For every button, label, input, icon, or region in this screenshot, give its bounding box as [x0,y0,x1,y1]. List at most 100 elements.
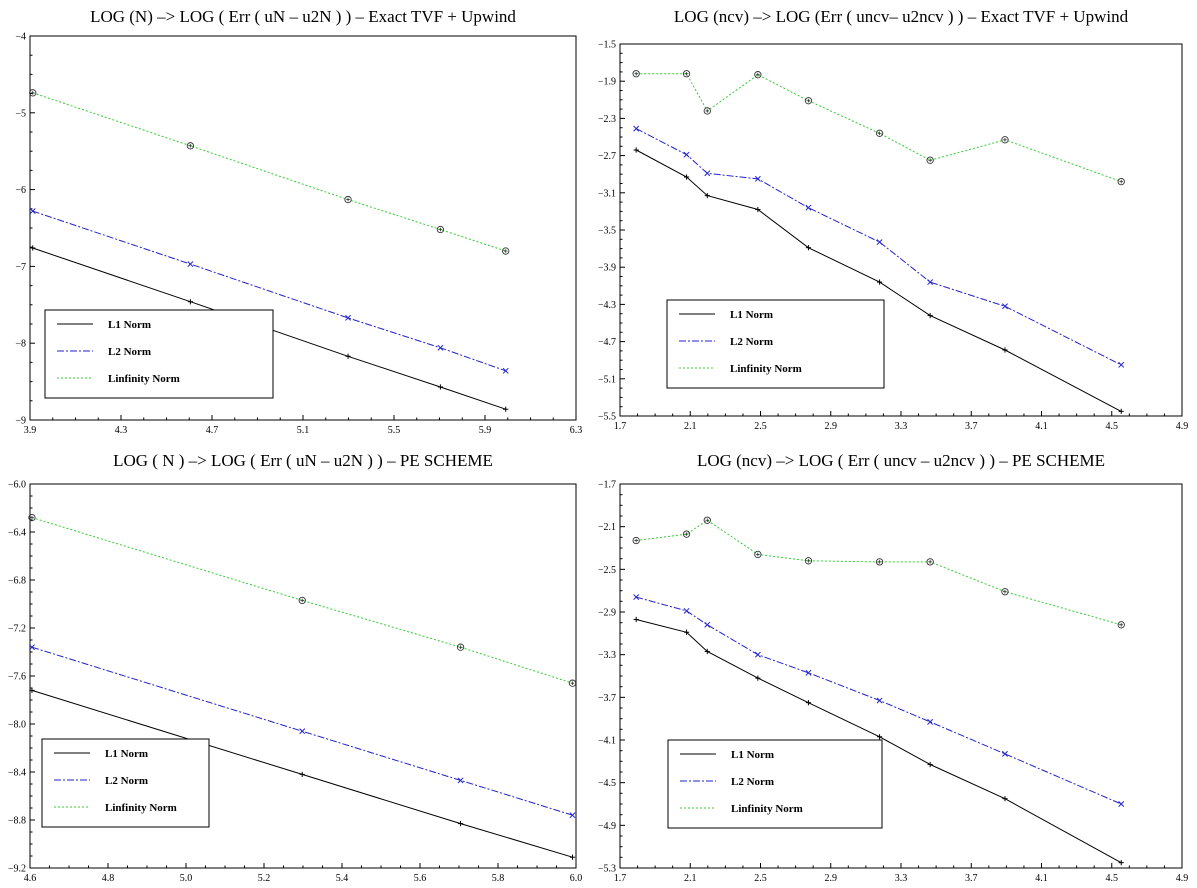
x-tick-label: 4.7 [206,425,219,436]
chart-title: LOG (ncv) –> LOG ( Err ( uncv – u2ncv ) … [697,451,1105,470]
data-point [632,536,640,545]
data-point [1002,750,1008,757]
data-point [682,70,691,78]
y-tick-label: −2.7 [598,151,616,162]
y-tick-label: −1.5 [598,40,616,51]
x-tick-label: 4.5 [1106,421,1119,432]
data-point [633,147,639,153]
data-point [875,558,884,566]
x-tick-label: 3.3 [895,421,908,432]
data-point [926,156,934,164]
data-point [703,516,711,524]
y-tick-label: −2.3 [598,114,616,125]
data-point [804,97,813,105]
x-tick-label: 5.5 [388,425,401,436]
data-point [1118,408,1124,414]
x-tick-label: 5.8 [492,873,505,884]
legend-label: L2 Norm [730,336,773,348]
x-tick-label: 2.9 [825,873,838,884]
legend: L1 Norm L2 Norm Linfinity Norm [666,299,885,389]
x-tick-label: 4.9 [1176,421,1189,432]
data-point [876,279,883,285]
data-point [704,621,711,628]
x-tick-label: 4.8 [102,873,115,884]
data-point [633,594,640,601]
x-tick-label: 4.5 [1106,873,1119,884]
series-line-3 [32,92,506,252]
legend-box [666,299,885,389]
y-tick-label: −1.9 [598,77,616,88]
data-point [1118,361,1125,368]
data-point [298,596,306,605]
legend-label: L1 Norm [731,749,774,761]
y-tick-label: −2.1 [598,522,616,533]
series-line-2 [32,210,506,372]
chart-title: LOG (N) –> LOG ( Err ( uN – u2N ) ) – Ex… [90,7,516,26]
y-tick-label: −5.5 [598,412,616,423]
legend: L1 Norm L2 Norm Linfinity Norm [44,309,274,399]
y-tick-label: −4.9 [598,821,616,832]
y-tick-label: −3.1 [598,188,616,199]
x-tick-label: 2.1 [684,421,697,432]
chart-panel-1: LOG (N) –> LOG ( Err ( uN – u2N ) ) – Ex… [15,7,582,436]
data-point [299,728,306,735]
y-tick-label: −7.2 [8,624,26,635]
y-tick-label: −9 [15,416,26,427]
data-point [805,245,812,251]
x-tick-label: 2.9 [825,421,838,432]
data-point [1118,801,1125,807]
y-tick-label: −3.7 [598,693,616,704]
chart-title: LOG ( N ) –> LOG ( Err ( uN – u2N ) ) – … [113,451,493,470]
data-point [28,644,35,651]
data-point [28,513,36,522]
x-tick-label: 3.3 [895,873,908,884]
y-tick-label: −3.3 [598,650,616,661]
legend-label: L1 Norm [105,748,148,760]
series-line-3 [636,73,1122,183]
data-point [754,651,761,658]
x-tick-label: 5.9 [479,425,492,436]
y-tick-label: −5.3 [598,864,616,875]
legend-label: L2 Norm [108,346,151,358]
data-point [1002,347,1008,353]
data-point [927,279,934,286]
y-tick-label: −6.4 [8,528,26,539]
data-point [755,206,761,213]
y-tick-label: −4 [15,32,26,43]
x-tick-label: 6.3 [570,425,583,436]
data-point [704,648,710,655]
x-tick-label: 5.2 [258,873,271,884]
legend-label: L1 Norm [730,309,773,321]
x-tick-label: 2.1 [684,873,697,884]
data-point [568,679,577,687]
y-tick-label: −1.7 [598,480,616,491]
data-point [569,854,576,860]
data-point [502,367,509,374]
series-line-2 [31,646,573,816]
chart-panel-2: LOG (ncv) –> LOG (Err ( uncv– u2ncv ) ) … [598,7,1188,432]
y-tick-label: −2.9 [598,608,616,619]
x-tick-label: 5.1 [297,425,310,436]
data-point [345,314,351,321]
data-point [1118,860,1124,866]
data-point [456,643,465,651]
data-point [632,70,640,78]
y-tick-label: −5.1 [598,374,616,385]
data-point [437,384,444,390]
x-tick-label: 1.7 [614,421,627,432]
legend-box [667,739,883,829]
y-tick-label: −3.9 [598,263,616,274]
y-tick-label: −8.4 [8,768,26,779]
legend: L1 Norm L2 Norm Linfinity Norm [41,738,210,828]
data-point [1117,621,1125,629]
data-point [804,557,813,565]
y-tick-label: −8 [15,339,26,350]
data-point [876,697,883,704]
chart-panel-3: LOG ( N ) –> LOG ( Err ( uN – u2N ) ) – … [8,451,582,884]
data-point [437,344,444,351]
data-point [344,195,352,204]
legend-label: Linfinity Norm [105,802,177,814]
x-tick-label: 6.0 [570,873,583,884]
x-tick-label: 3.9 [24,425,37,436]
y-tick-label: −8.8 [8,816,26,827]
